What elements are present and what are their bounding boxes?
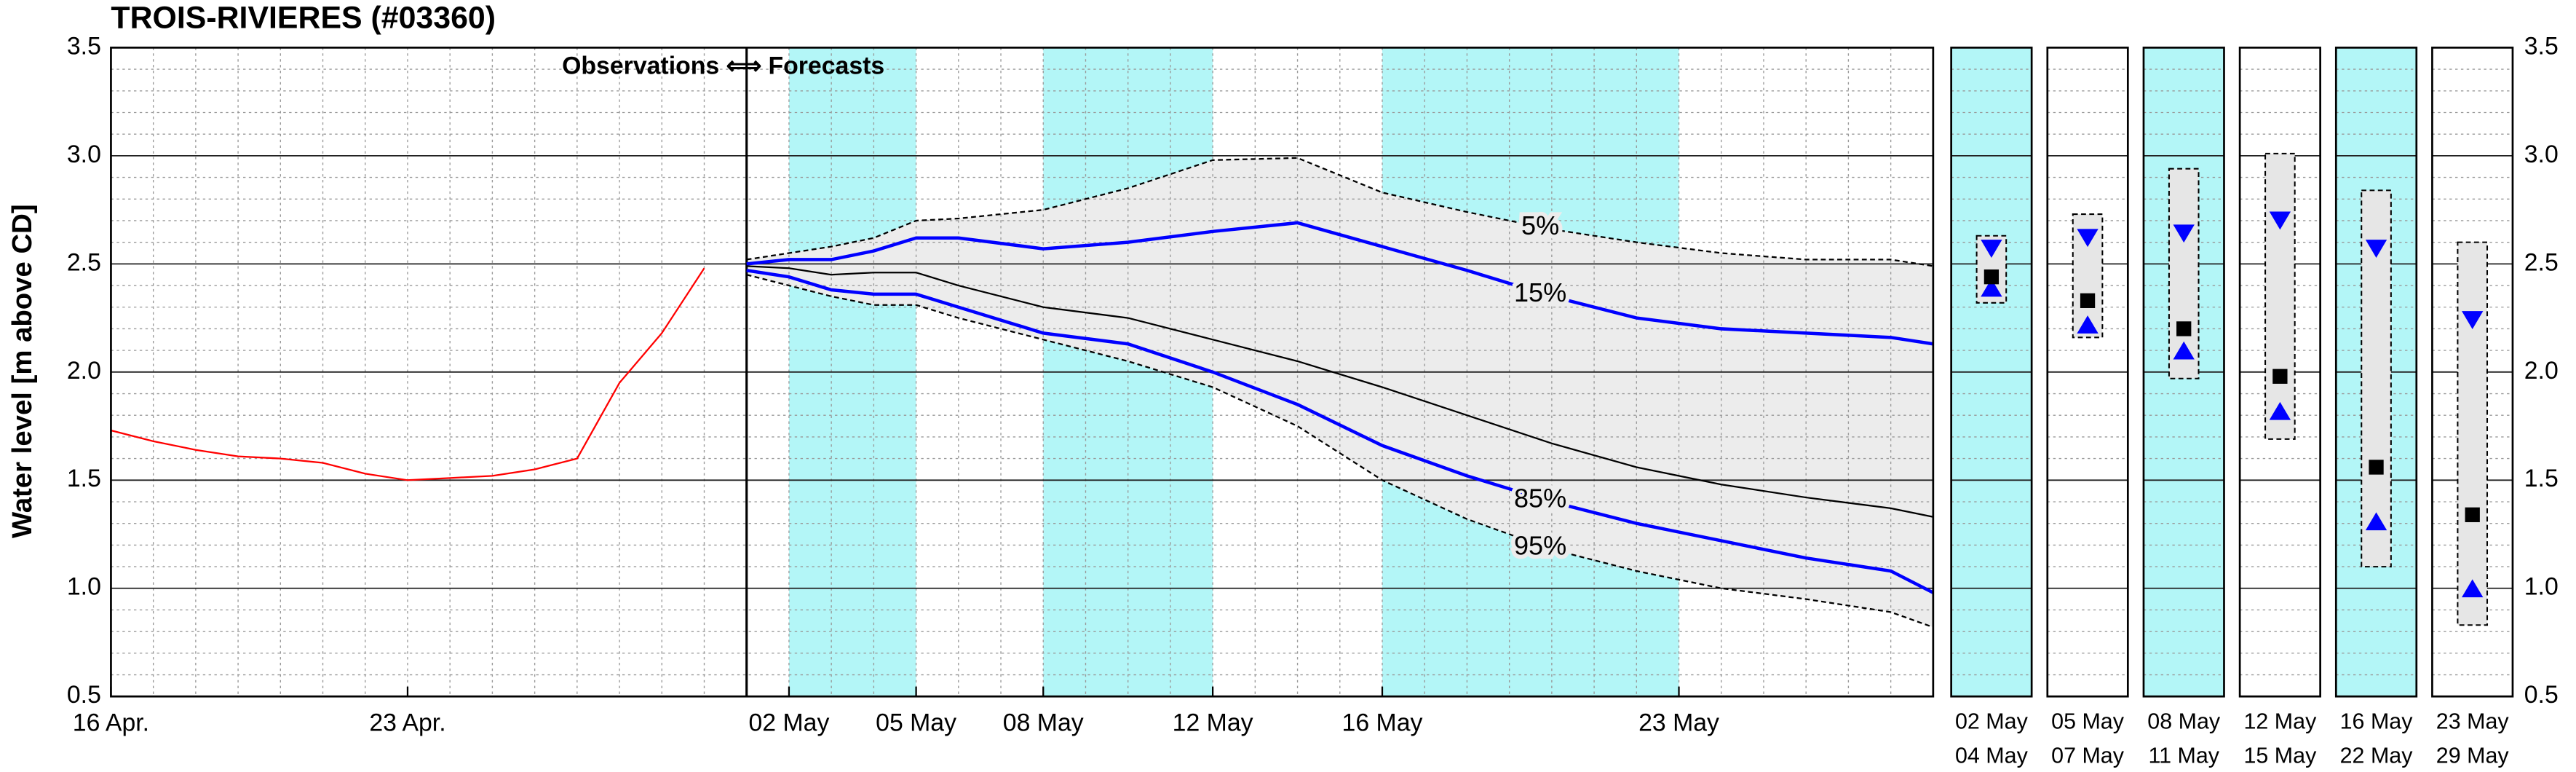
period-end-label: 11 May xyxy=(2148,744,2219,768)
x-tick-label: 05 May xyxy=(876,709,956,737)
y2-tick-label: 1.5 xyxy=(2524,465,2559,492)
y-tick-label: 1.0 xyxy=(67,573,101,601)
y-tick-label: 2.0 xyxy=(67,357,101,385)
series-label: 95% xyxy=(1514,531,1566,561)
range-box xyxy=(2457,241,2489,626)
p15-marker xyxy=(1981,240,2002,258)
p85-marker xyxy=(2077,315,2099,334)
y-tick-label: 2.5 xyxy=(67,248,101,276)
y-tick-label: 3.5 xyxy=(67,32,101,60)
p85-marker xyxy=(2365,512,2387,531)
x-tick-label: 08 May xyxy=(1003,709,1084,737)
x-tick-label: 16 Apr. xyxy=(73,709,149,737)
series-line xyxy=(746,274,1934,629)
median-marker xyxy=(2369,460,2384,475)
panel-frame xyxy=(1950,47,2033,698)
series-label: 85% xyxy=(1514,483,1566,513)
median-marker xyxy=(2080,293,2096,308)
x-tick-label: 12 May xyxy=(1173,709,1253,737)
period-start-label: 23 May xyxy=(2436,709,2510,733)
y-tick-label: 0.5 xyxy=(67,681,101,709)
y2-tick-label: 1.0 xyxy=(2524,573,2559,601)
median-marker xyxy=(2465,507,2480,522)
series-label: 5% xyxy=(1521,210,1559,240)
y-axis-label: Water level [m above CD] xyxy=(7,204,38,538)
y2-tick-label: 2.0 xyxy=(2524,357,2559,385)
p85-marker xyxy=(1981,278,2002,297)
plot-frame xyxy=(110,47,1935,698)
x-tick-label: 16 May xyxy=(1342,709,1423,737)
series-line xyxy=(746,157,1934,267)
period-end-label: 29 May xyxy=(2436,744,2510,768)
y-tick-label: 1.5 xyxy=(67,465,101,492)
period-end-label: 22 May xyxy=(2340,744,2414,768)
p15-marker xyxy=(2269,211,2291,230)
period-start-label: 05 May xyxy=(2051,709,2125,733)
y-tick-label: 3.0 xyxy=(67,141,101,168)
period-start-label: 12 May xyxy=(2243,709,2317,733)
median-marker xyxy=(1983,269,2000,285)
p15-marker xyxy=(2173,224,2195,243)
series-line xyxy=(746,221,1934,346)
y2-tick-label: 2.5 xyxy=(2524,248,2559,276)
range-box xyxy=(2168,168,2200,379)
median-marker xyxy=(2176,321,2192,336)
p15-marker xyxy=(2462,311,2484,329)
median-marker xyxy=(2272,369,2288,384)
period-end-label: 07 May xyxy=(2051,744,2125,768)
p15-marker xyxy=(2365,240,2387,258)
y2-tick-label: 3.5 xyxy=(2524,32,2559,60)
p85-marker xyxy=(2269,401,2291,420)
y2-tick-label: 0.5 xyxy=(2524,681,2559,709)
p85-marker xyxy=(2462,579,2484,598)
panel-frame xyxy=(2334,47,2418,698)
period-start-label: 02 May xyxy=(1955,709,2029,733)
p85-marker xyxy=(2173,341,2195,360)
period-start-label: 08 May xyxy=(2147,709,2221,733)
series-line xyxy=(746,269,1934,594)
period-end-label: 04 May xyxy=(1955,744,2029,768)
series-line xyxy=(746,265,1934,518)
chart-title: TROIS-RIVIERES (#03360) xyxy=(111,0,496,35)
series-line xyxy=(111,267,705,481)
y2-tick-label: 3.0 xyxy=(2524,141,2559,168)
panel-frame xyxy=(2238,47,2321,698)
range-box xyxy=(2264,152,2296,440)
period-end-label: 15 May xyxy=(2243,744,2317,768)
x-tick-label: 23 Apr. xyxy=(369,709,445,737)
panel-frame xyxy=(2431,47,2514,698)
panel-frame xyxy=(2142,47,2225,698)
period-start-label: 16 May xyxy=(2340,709,2414,733)
x-tick-label: 02 May xyxy=(748,709,829,737)
series-label: 15% xyxy=(1514,277,1566,307)
p15-marker xyxy=(2077,229,2099,248)
x-tick-label: 23 May xyxy=(1638,709,1719,737)
annotation: Observations ⟺ Forecasts xyxy=(562,52,884,79)
panel-frame xyxy=(2046,47,2129,698)
